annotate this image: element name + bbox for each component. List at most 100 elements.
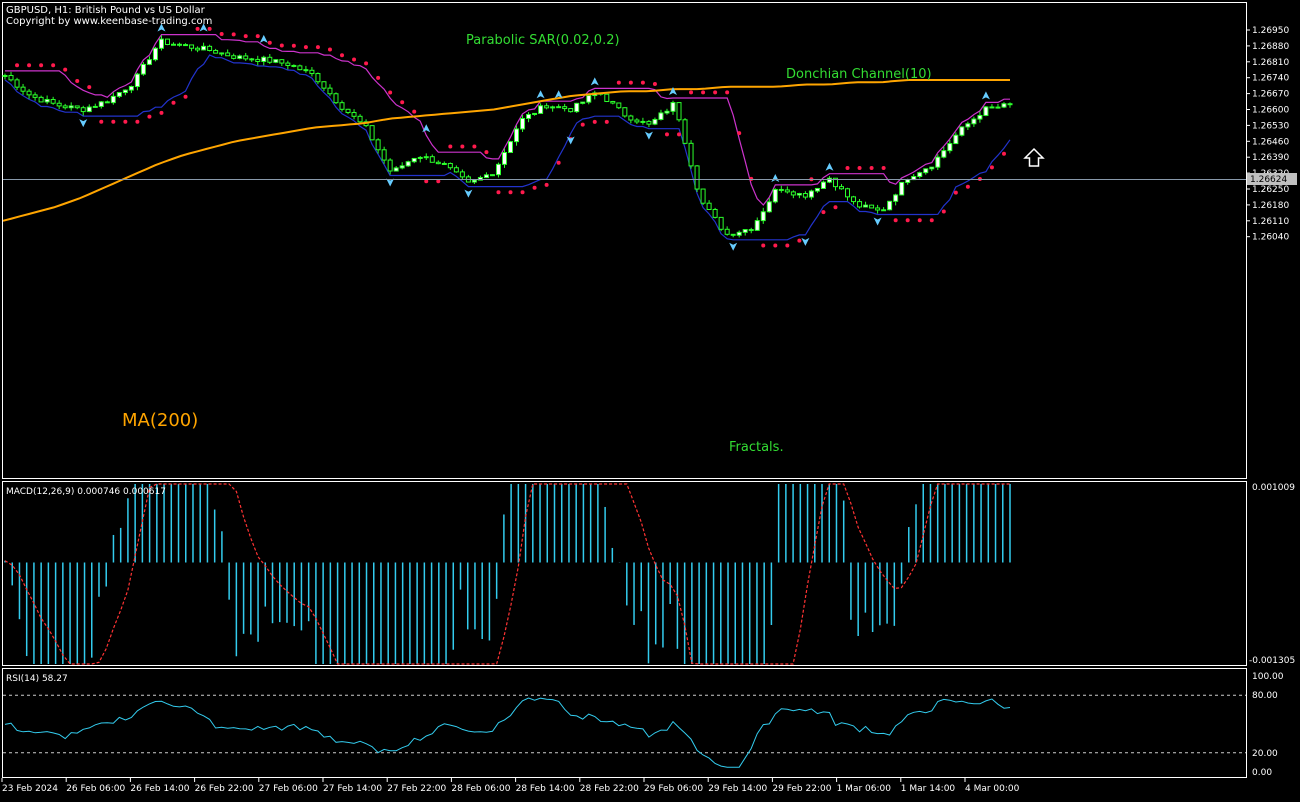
candle-body <box>544 105 550 109</box>
time-tick-label: 27 Feb 22:00 <box>387 784 446 794</box>
psar-dot <box>352 57 357 62</box>
candle-body <box>237 55 243 59</box>
fractal-up-icon <box>554 90 563 99</box>
time-tick-label: 29 Feb 14:00 <box>708 784 767 794</box>
candle-body <box>297 65 303 71</box>
candle-body <box>640 120 646 123</box>
candle-body <box>110 95 116 104</box>
candle-body <box>501 151 507 165</box>
psar-dot <box>15 63 20 68</box>
candle-body <box>441 162 447 165</box>
candle-body <box>134 73 140 88</box>
time-tick-label: 27 Feb 14:00 <box>323 784 382 794</box>
candle-body <box>116 92 122 97</box>
candle-body <box>285 62 291 66</box>
time-tick-label: 1 Mar 06:00 <box>837 784 892 794</box>
psar-dot <box>183 94 188 99</box>
psar-dot <box>243 34 248 39</box>
candle-body <box>820 181 826 189</box>
psar-dot <box>893 218 898 223</box>
rsi-label: RSI(14) 58.27 <box>6 674 68 684</box>
price-tick-label: 1.26250 <box>1252 185 1289 195</box>
candle-body <box>219 52 225 55</box>
psar-dot <box>99 119 104 124</box>
fractal-up-icon <box>157 23 166 32</box>
candle-body <box>796 193 802 196</box>
candle-body <box>604 93 610 102</box>
candle-body <box>520 117 526 130</box>
candle-body <box>838 186 844 190</box>
candle-body <box>586 95 592 103</box>
candle-body <box>814 187 820 192</box>
candle-body <box>923 168 929 174</box>
candle-body <box>694 165 700 190</box>
psar-dot <box>376 75 381 80</box>
time-tick-label: 27 Feb 06:00 <box>259 784 318 794</box>
psar-dot <box>135 119 140 124</box>
psar-dot <box>255 34 260 39</box>
rsi-tick-label: 0.00 <box>1252 768 1272 778</box>
macd-top-value: 0.001009 <box>1252 483 1295 493</box>
psar-dot <box>111 119 116 124</box>
psar-dot <box>267 40 272 45</box>
rsi-layer: 100.00 80.00 20.00 0.00 <box>3 672 1284 778</box>
candle-body <box>128 86 134 91</box>
candle-body <box>471 179 477 183</box>
candle-body <box>965 123 971 128</box>
candle-body <box>447 162 453 169</box>
price-tick-label: 1.26670 <box>1252 90 1289 100</box>
candle-body <box>195 47 201 51</box>
candle-body <box>453 167 459 173</box>
ma-label: MA(200) <box>122 410 198 431</box>
psar-dot <box>460 144 465 149</box>
macd-bottom-value: -0.001305 <box>1249 656 1295 666</box>
time-tick-label: 28 Feb 06:00 <box>451 784 510 794</box>
current-price-value: 1.26624 <box>1250 175 1287 185</box>
psar-dot <box>75 78 80 83</box>
psar-dot <box>713 90 718 95</box>
price-tick-label: 1.26390 <box>1252 153 1289 163</box>
time-tick-label: 4 Mar 00:00 <box>965 784 1020 794</box>
psar-dot <box>436 179 441 184</box>
psar-dot <box>640 80 645 85</box>
psar-dot <box>207 26 212 31</box>
fractal-up-icon <box>199 23 208 32</box>
fractal-down-icon <box>644 131 653 140</box>
candle-body <box>345 108 351 114</box>
candle-body <box>62 105 68 109</box>
axes-layer: 1.26950 1.26880 1.26810 1.26740 1.26670 1.266… <box>1 26 1289 794</box>
candle-body <box>1007 103 1013 106</box>
candle-body <box>303 69 309 72</box>
candle-body <box>122 89 128 94</box>
candle-body <box>622 107 628 117</box>
psar-dot <box>652 82 657 87</box>
psar-dot <box>279 43 284 48</box>
psar-dot <box>689 90 694 95</box>
psar-dot <box>616 80 621 85</box>
candle-body <box>327 87 333 95</box>
psar-dot <box>532 185 537 190</box>
psar-dot <box>364 61 369 66</box>
rsi-tick-label: 100.00 <box>1252 672 1284 682</box>
candle-body <box>375 139 381 151</box>
macd-panel-frame <box>2 481 1247 666</box>
psar-dot <box>821 210 826 215</box>
psar-dot <box>845 166 850 171</box>
candle-body <box>417 156 423 159</box>
candle-body <box>177 43 183 46</box>
psar-label: Parabolic SAR(0.02,0.2) <box>466 33 620 48</box>
price-tick-label: 1.26810 <box>1252 58 1289 68</box>
candle-body <box>790 191 796 196</box>
candle-body <box>243 55 249 60</box>
rsi-tick-label: 20.00 <box>1252 749 1278 759</box>
candle-body <box>279 59 285 64</box>
candle-body <box>658 112 664 120</box>
candle-body <box>183 44 189 47</box>
candle-body <box>616 102 622 109</box>
candle-body <box>80 107 86 113</box>
time-tick-label: 29 Feb 22:00 <box>772 784 831 794</box>
candle-body <box>851 196 857 203</box>
candle-body <box>778 188 784 191</box>
candle-body <box>526 113 532 119</box>
